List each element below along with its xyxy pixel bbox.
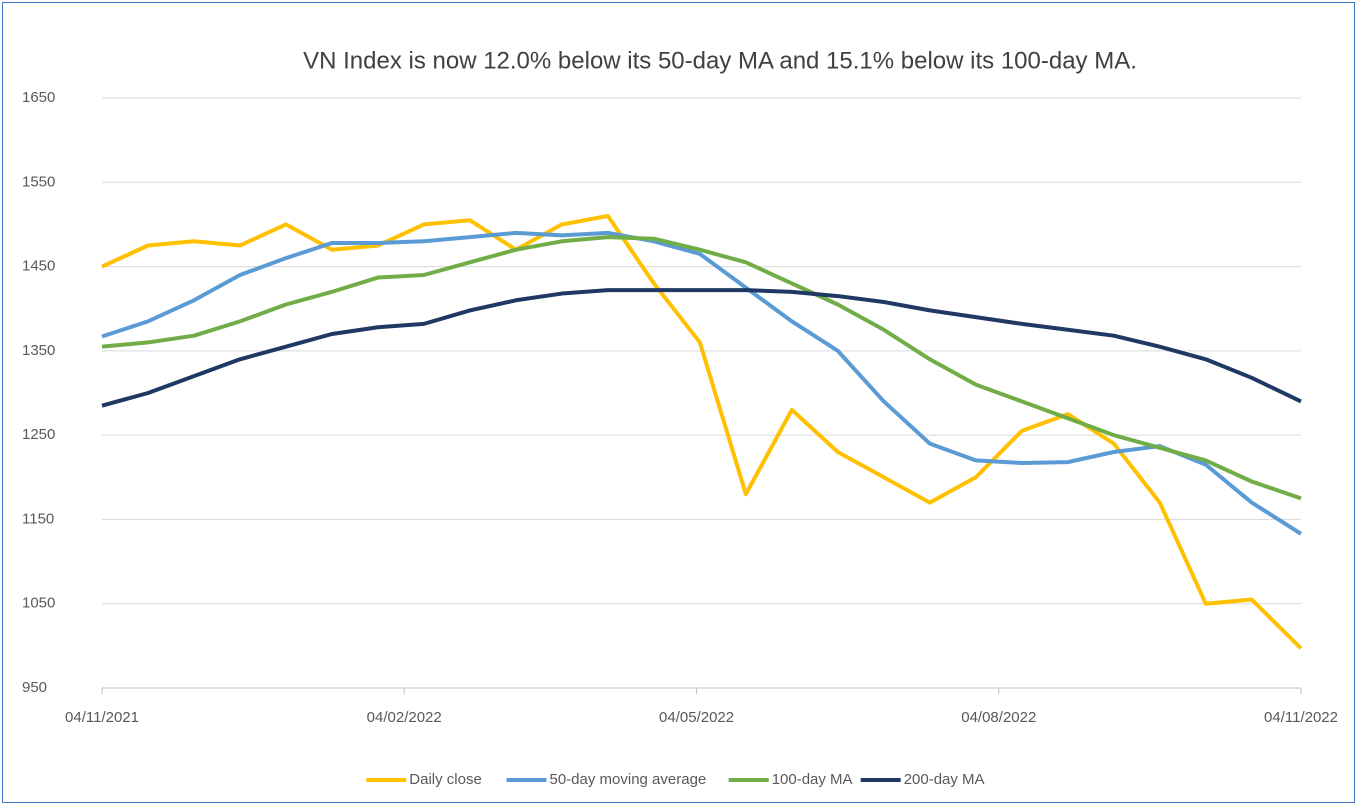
series-line (101, 214, 1303, 650)
y-tick-label: 950 (22, 679, 47, 696)
legend-label: 200-day MA (904, 771, 985, 788)
y-tick-label: 1450 (22, 258, 55, 275)
series-line (101, 230, 1303, 536)
chart-title: VN Index is now 12.0% below its 50-day M… (303, 47, 1137, 74)
legend-label: 100-day MA (772, 771, 853, 788)
y-tick-label: 1250 (22, 426, 55, 443)
x-tick-label: 04/02/2022 (367, 709, 442, 726)
y-tick-label: 1550 (22, 173, 55, 190)
y-tick-label: 1150 (22, 510, 54, 527)
legend-label: 50-day moving average (550, 771, 707, 788)
series-line (101, 235, 1302, 501)
x-tick-label: 04/11/2021 (65, 709, 139, 726)
y-tick-label: 1650 (22, 89, 55, 106)
y-tick-label: 1350 (22, 342, 55, 359)
series-line (101, 288, 1302, 408)
x-tick-label: 04/11/2022 (1264, 709, 1338, 726)
x-tick-label: 04/08/2022 (961, 709, 1036, 726)
legend-label: Daily close (409, 771, 482, 788)
y-tick-label: 1050 (22, 595, 55, 612)
x-tick-label: 04/05/2022 (659, 709, 734, 726)
